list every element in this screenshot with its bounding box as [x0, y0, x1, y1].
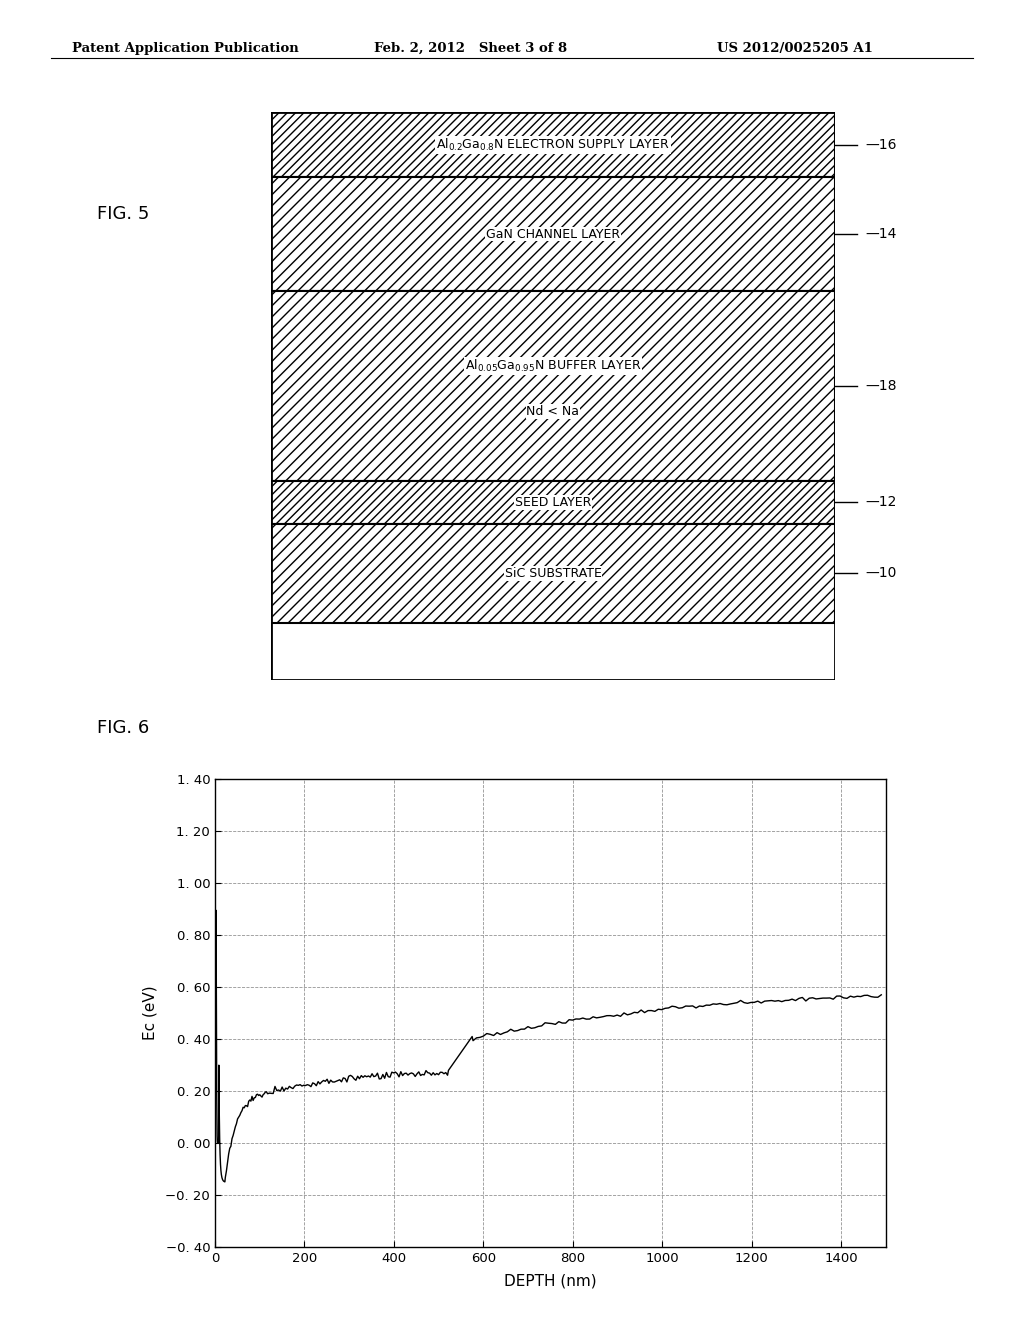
Text: Feb. 2, 2012   Sheet 3 of 8: Feb. 2, 2012 Sheet 3 of 8	[374, 42, 567, 55]
Text: Al$_{0.05}$Ga$_{0.95}$N BUFFER LAYER: Al$_{0.05}$Ga$_{0.95}$N BUFFER LAYER	[465, 358, 641, 375]
Text: FIG. 5: FIG. 5	[97, 205, 150, 223]
Y-axis label: Ec (eV): Ec (eV)	[142, 986, 157, 1040]
Bar	[271, 524, 835, 623]
Text: Al$_{0.2}$Ga$_{0.8}$N ELECTRON SUPPLY LAYER: Al$_{0.2}$Ga$_{0.8}$N ELECTRON SUPPLY LA…	[436, 137, 670, 153]
Text: Nd < Na: Nd < Na	[526, 405, 580, 418]
Bar	[271, 177, 835, 290]
Text: SiC SUBSTRATE: SiC SUBSTRATE	[505, 566, 601, 579]
Bar	[271, 112, 835, 177]
Text: Patent Application Publication: Patent Application Publication	[72, 42, 298, 55]
Text: —16: —16	[865, 137, 897, 152]
Text: GaN CHANNEL LAYER: GaN CHANNEL LAYER	[486, 228, 620, 240]
Text: FIG. 6: FIG. 6	[97, 719, 150, 738]
Text: —18: —18	[865, 379, 897, 393]
Text: —10: —10	[865, 566, 897, 581]
Bar	[271, 290, 835, 482]
Text: —14: —14	[865, 227, 897, 242]
X-axis label: DEPTH (nm): DEPTH (nm)	[504, 1274, 597, 1288]
Text: US 2012/0025205 A1: US 2012/0025205 A1	[717, 42, 872, 55]
Bar	[271, 480, 835, 524]
Text: SEED LAYER: SEED LAYER	[515, 496, 591, 510]
Text: —12: —12	[865, 495, 897, 510]
